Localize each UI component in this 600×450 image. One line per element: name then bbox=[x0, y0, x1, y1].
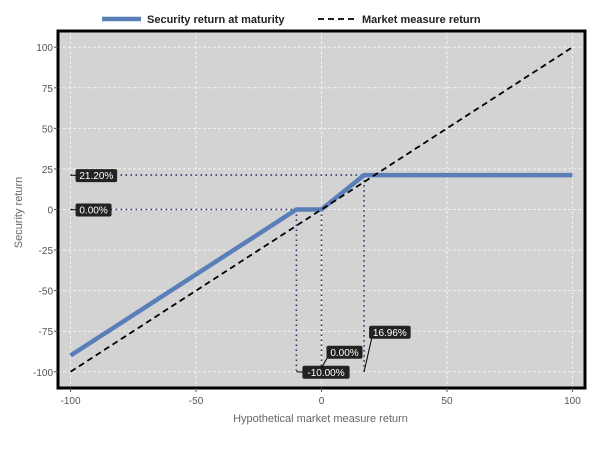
y-tick-label: -100 bbox=[33, 368, 53, 379]
security-return-line bbox=[69, 172, 573, 358]
y-tick-label: 0 bbox=[47, 206, 53, 217]
x-tick-label: -50 bbox=[189, 396, 204, 407]
x-tick-label: 100 bbox=[564, 396, 581, 407]
x-tick-label: -100 bbox=[61, 396, 81, 407]
callout-x-minus10: -10.00% bbox=[307, 368, 344, 379]
y-tick-label: -50 bbox=[39, 287, 54, 298]
y-tick-label: 100 bbox=[36, 43, 53, 54]
callout-x-1696: 16.96% bbox=[373, 328, 407, 339]
y-tick-label: -75 bbox=[39, 327, 54, 338]
callout-x-0: 0.00% bbox=[330, 348, 358, 359]
guide-lines bbox=[70, 174, 365, 372]
y-tick-label: 75 bbox=[42, 84, 54, 95]
y-tick-label: -25 bbox=[39, 246, 54, 257]
y-tick-label: 50 bbox=[42, 124, 54, 135]
legend-label-security: Security return at maturity bbox=[147, 14, 285, 26]
callout-x-minus10-box bbox=[302, 365, 350, 379]
callout-y-21-box bbox=[75, 169, 118, 183]
callout-y-0: 0.00% bbox=[79, 206, 107, 217]
callouts: 21.20% 0.00% -10.00% 0.00% 16.96% bbox=[70, 169, 411, 379]
callout-x-0-box bbox=[326, 345, 363, 359]
callout-y-21: 21.20% bbox=[79, 171, 113, 182]
tick-labels: -100 -50 0 50 100 100 75 50 25 0 -25 -50 -75 -100 bbox=[33, 43, 581, 407]
legend-label-market: Market measure return bbox=[362, 14, 481, 26]
callout-y-0-box bbox=[75, 203, 112, 217]
x-axis-title: Hypothetical market measure return bbox=[233, 413, 408, 425]
x-tick-label: 0 bbox=[319, 396, 325, 407]
legend: Security return at maturity Market measur… bbox=[102, 14, 481, 26]
series-group bbox=[69, 46, 573, 373]
x-tick-label: 50 bbox=[441, 396, 453, 407]
y-axis-title: Security return bbox=[13, 177, 25, 249]
callout-x-1696-leader bbox=[363, 332, 374, 372]
grid bbox=[58, 31, 585, 388]
callout-x-1696-box bbox=[369, 325, 411, 339]
y-tick-label: 25 bbox=[42, 165, 54, 176]
